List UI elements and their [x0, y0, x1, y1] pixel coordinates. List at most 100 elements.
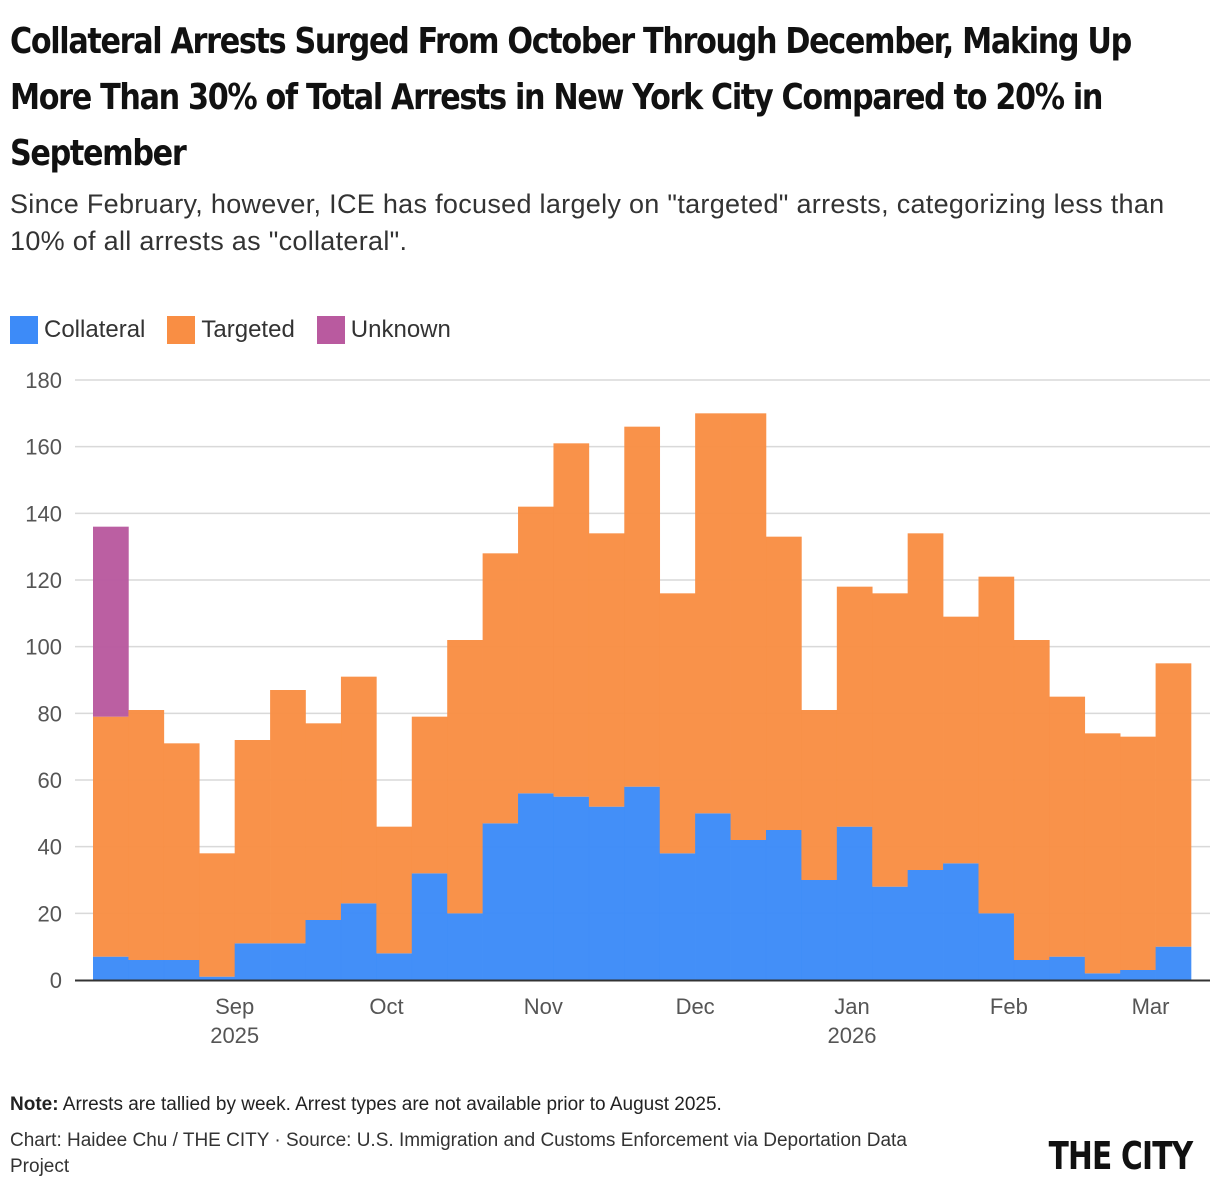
bar-collateral — [447, 913, 483, 980]
bar-targeted — [943, 616, 979, 864]
bar-collateral — [553, 796, 590, 980]
legend-swatch-unknown — [316, 316, 345, 344]
bar-collateral — [270, 943, 306, 980]
bar-targeted — [872, 593, 908, 887]
bar-targeted — [1049, 696, 1086, 957]
bar-collateral — [128, 960, 165, 980]
note-text: Arrests are tallied by week. Arrest type… — [58, 1094, 722, 1115]
y-tick-label: 20 — [38, 901, 62, 926]
bar-collateral — [1155, 946, 1192, 980]
chart-title: Collateral Arrests Surged From October T… — [10, 21, 1132, 174]
legend-swatch-targeted — [167, 316, 196, 344]
x-tick-label: Mar — [1132, 994, 1170, 1019]
x-tick-label: Feb — [990, 994, 1028, 1019]
bar-targeted — [695, 413, 731, 814]
bar-targeted — [836, 586, 873, 827]
x-tick-label: Oct — [369, 994, 403, 1019]
bar-targeted — [163, 743, 200, 960]
x-tick-year-label: 2026 — [828, 1023, 877, 1048]
bar-targeted — [270, 690, 306, 944]
bar-targeted — [447, 640, 483, 914]
bar-collateral — [482, 823, 519, 980]
y-tick-label: 80 — [38, 701, 62, 726]
bar-targeted — [730, 413, 767, 840]
bar-collateral — [376, 953, 413, 980]
bar-targeted — [340, 676, 377, 904]
bar-targeted — [93, 716, 129, 957]
bar-targeted — [553, 443, 590, 797]
bar-collateral — [695, 813, 731, 980]
bar-targeted — [588, 533, 625, 807]
bar-targeted — [411, 716, 448, 874]
y-tick-label: 160 — [25, 435, 62, 460]
bar-collateral — [199, 976, 235, 980]
the-city-logo: THE CITY — [1048, 1134, 1193, 1178]
x-tick-label: Sep — [215, 994, 254, 1019]
bar-targeted — [624, 426, 661, 787]
bar-targeted — [376, 826, 413, 954]
bar-targeted — [907, 533, 944, 870]
bar-collateral — [518, 793, 554, 980]
bar-collateral — [1120, 970, 1156, 980]
bar-collateral — [163, 960, 200, 980]
legend-item-collateral: Collateral — [10, 316, 145, 344]
bar-targeted — [1120, 736, 1156, 970]
bar-collateral — [1084, 973, 1121, 980]
bar-targeted — [199, 853, 235, 977]
legend-item-targeted: Targeted — [167, 316, 295, 344]
bar-collateral — [588, 806, 625, 980]
x-tick-label: Dec — [676, 994, 715, 1019]
bar-targeted — [978, 576, 1015, 914]
bar-collateral — [801, 880, 838, 980]
credit: Chart: Haidee Chu / THE CITY · Source: U… — [10, 1130, 907, 1177]
legend-swatch-collateral — [10, 316, 38, 344]
y-tick-label: 40 — [38, 835, 62, 860]
legend-label: Targeted — [201, 316, 295, 343]
bar-unknown — [93, 526, 129, 717]
x-tick-label: Jan — [834, 994, 869, 1019]
bar-collateral — [234, 943, 271, 980]
note-label: Note: — [10, 1094, 59, 1115]
bar-targeted — [128, 710, 165, 960]
bar-targeted — [765, 536, 802, 830]
bar-targeted — [1155, 663, 1192, 947]
bar-targeted — [1013, 640, 1050, 960]
x-tick-year-label: 2025 — [210, 1023, 259, 1048]
bar-collateral — [978, 913, 1015, 980]
bar-collateral — [765, 830, 802, 980]
bar-collateral — [340, 903, 377, 980]
legend-label: Unknown — [350, 316, 451, 343]
y-tick-label: 180 — [25, 368, 62, 393]
bar-targeted — [234, 740, 271, 944]
bar-collateral — [1049, 956, 1086, 980]
bar-targeted — [305, 723, 342, 920]
legend: Collateral Targeted Unknown — [10, 316, 451, 344]
bar-collateral — [659, 853, 696, 980]
bar-collateral — [411, 873, 448, 980]
y-tick-label: 140 — [25, 501, 62, 526]
bar-collateral — [305, 920, 342, 980]
y-tick-label: 0 — [50, 968, 62, 993]
bar-collateral — [1013, 960, 1050, 980]
legend-item-unknown: Unknown — [316, 316, 451, 344]
bar-targeted — [801, 710, 838, 880]
y-tick-label: 120 — [25, 568, 62, 593]
legend-label: Collateral — [44, 316, 146, 343]
note: Note: Arrests are tallied by week. Arres… — [10, 1094, 722, 1116]
bar-targeted — [1084, 733, 1121, 974]
x-tick-label: Nov — [524, 994, 563, 1019]
chart-subtitle: Since February, however, ICE has focused… — [10, 189, 1165, 256]
bar-collateral — [907, 870, 944, 980]
bar-targeted — [518, 506, 554, 794]
bar-collateral — [730, 840, 767, 980]
bar-collateral — [624, 786, 661, 980]
bar-targeted — [482, 553, 519, 824]
bar-targeted — [659, 593, 696, 854]
bar-collateral — [872, 886, 908, 980]
bar-collateral — [836, 826, 873, 980]
bar-collateral — [943, 863, 979, 980]
y-tick-label: 60 — [38, 768, 62, 793]
bar-collateral — [93, 956, 129, 980]
y-tick-label: 100 — [25, 635, 62, 660]
